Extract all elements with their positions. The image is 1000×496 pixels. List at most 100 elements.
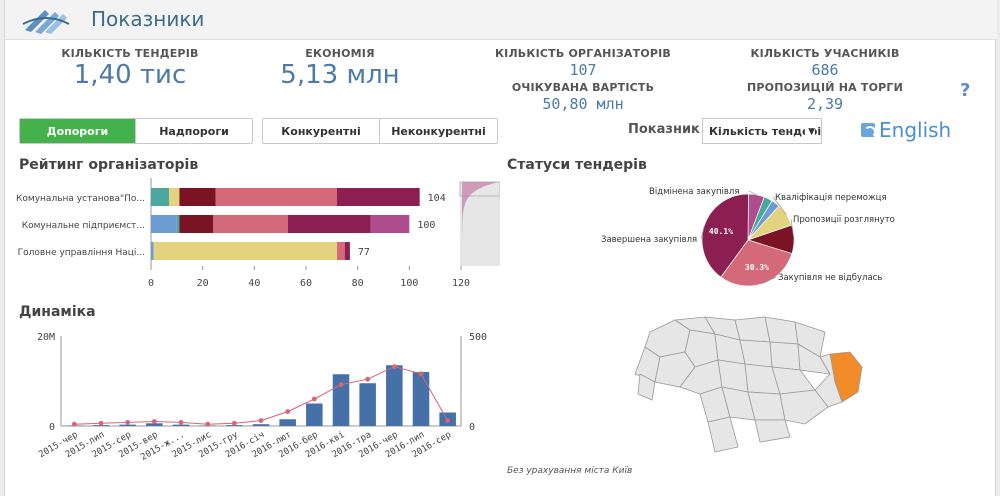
kpi-economy-label: ЕКОНОМІЯ [305,47,375,60]
indicator-select[interactable]: Кількість тендерів ▼ [702,118,822,144]
map-region[interactable] [814,353,843,408]
rating-category-label: Комунальна установа"По... [16,194,145,204]
kpi-offers-value: 2,39 [806,95,844,113]
map-region[interactable] [764,316,799,345]
dynamics-bar[interactable] [332,374,350,426]
map-region[interactable] [707,416,739,453]
status-slice-percent: 40.1% [709,227,733,236]
dynamics-line-point[interactable] [445,418,451,423]
dynamics-bar[interactable] [252,424,270,426]
rating-category-label: Комунальне підприємст... [22,221,145,231]
rating-bar-segment[interactable] [213,215,288,233]
rating-bar-segment[interactable] [151,215,177,233]
kpi-offers-label: ПРОПОЗИЦІЙ НА ТОРГИ [746,81,903,94]
rating-bar-segment[interactable] [344,242,350,260]
rating-bar-segment[interactable] [337,242,345,260]
logo-wave-icon [22,10,70,34]
filter-noncompetitive-button[interactable]: Неконкурентні [391,124,486,138]
rating-bar-segment[interactable] [287,215,371,233]
rating-bar-value: 77 [358,247,370,258]
statuses-chart: Відмінена закупівля Кваліфікація переможц… [601,187,895,287]
map-footnote: Без урахування міста Київ [507,466,633,476]
rating-bar-segment[interactable] [370,215,410,233]
rating-category-label: Головне управління Наці... [18,248,145,258]
dynamics-bar[interactable] [386,365,403,426]
kpi-organizers-value: 107 [569,61,597,79]
dynamics-line-point[interactable] [338,382,344,387]
dynamics-line-point[interactable] [258,418,264,423]
statuses-title: Статуси тендерів [507,157,647,173]
dynamics-line-point[interactable] [205,421,211,427]
map-region[interactable] [637,373,656,401]
dynamics-bar[interactable] [412,372,430,426]
dynamics-bar[interactable] [146,423,163,426]
dynamics-y-tick-label: 0 [49,422,55,433]
rating-x-tick-label: 60 [300,278,312,289]
filter-below-threshold-button[interactable]: Допороги [20,119,136,143]
rating-bar-segment[interactable] [179,188,216,206]
map-region[interactable] [747,391,786,421]
dynamics-bar[interactable] [279,419,296,426]
status-label-leader [772,196,787,215]
rating-x-tick-label: 0 [148,278,154,289]
map-region[interactable] [769,341,801,371]
map-region[interactable] [754,419,791,443]
rating-bar-segment[interactable] [176,215,180,233]
map-region[interactable] [739,339,773,368]
threshold-filter: Допороги Надпороги [19,118,253,144]
dynamics-line-point[interactable] [151,419,157,424]
rating-bar-segment[interactable] [153,242,337,260]
rating-bar-segment[interactable] [151,242,154,260]
help-icon[interactable]: ? [960,80,971,101]
rating-bar-value: 104 [428,193,446,204]
rating-bar-segment[interactable] [169,188,180,206]
rating-bar-segment[interactable] [215,188,337,206]
dynamics-bar[interactable] [359,383,376,426]
page-title: Показники [91,7,205,31]
dynamics-line-point[interactable] [391,364,397,369]
dynamics-line-point[interactable] [178,420,184,425]
rating-bar-value: 100 [417,220,435,231]
competition-filter: Конкурентні Неконкурентні [262,118,498,144]
dynamics-y-tick-label: 500 [469,332,487,343]
status-slice-percent: 30.3% [745,263,769,272]
kpi-expected-value: 50,80 млн [542,95,624,113]
indicator-label: Показник [628,122,700,137]
kpi-participants-label: КІЛЬКІСТЬ УЧАСНИКІВ [750,47,900,60]
status-slice-label: Пропозиції розглянуто [793,215,895,225]
rating-bar-segment[interactable] [337,188,420,206]
filter-above-threshold-button[interactable]: Надпороги [159,124,229,138]
refresh-icon [861,123,876,138]
kpi-tenders-label: КІЛЬКІСТЬ ТЕНДЕРІВ [61,47,199,60]
rating-bar-segment[interactable] [179,215,213,233]
indicator-selected-value: Кількість тендерів [709,125,822,138]
kpi-organizers-label: КІЛЬКІСТЬ ОРГАНІЗАТОРІВ [494,47,672,60]
rating-bar-segment[interactable] [151,188,170,206]
dynamics-line-point[interactable] [365,376,371,382]
dynamics-line-point[interactable] [311,396,317,402]
status-slice-label: Кваліфікація переможця [775,193,887,203]
rating-title: Рейтинг організаторів [19,157,199,173]
rating-chart: Комунальна установа"По... 104 Комунальне п… [16,178,500,289]
dynamics-bar[interactable] [172,424,190,426]
status-slice-label: Закупівля не відбулась [778,273,882,283]
map-region[interactable] [779,389,829,425]
filter-competitive-button[interactable]: Конкурентні [263,119,380,143]
dynamics-line-point[interactable] [231,420,237,426]
status-label-leader [748,190,757,196]
language-switch[interactable]: English [861,118,951,142]
rating-x-tick-label: 100 [400,278,418,289]
dynamics-bar[interactable] [119,424,136,426]
dynamics-line-point[interactable] [125,420,131,425]
dynamics-line-point[interactable] [418,371,424,377]
kpi-tenders-value: 1,40 тис [73,60,187,90]
rating-x-tick-label: 40 [248,278,260,289]
dynamics-line-point[interactable] [285,409,291,414]
dynamics-line-point[interactable] [98,420,104,426]
rating-x-tick-label: 120 [452,278,470,289]
dynamics-bar[interactable] [306,403,323,427]
dynamics-line-point[interactable] [71,421,77,427]
status-label-leader [762,276,777,284]
map-region[interactable] [734,316,771,343]
